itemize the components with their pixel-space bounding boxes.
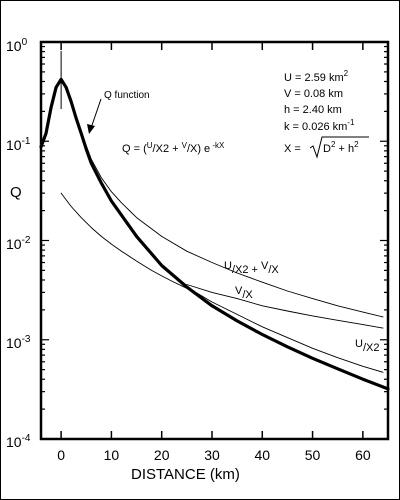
series-line (85, 145, 384, 318)
x-tick-label: 50 (305, 447, 321, 463)
param-v: V = 0.08 km (284, 88, 343, 100)
param-u: U = 2.59 km2 (284, 69, 349, 84)
y-axis-label: Q (10, 184, 22, 201)
x-axis-label: DISTANCE (km) (131, 466, 240, 483)
param-x-lhs: X = (284, 143, 301, 155)
x-tick-label: 30 (204, 447, 220, 463)
x-tick-label: 20 (154, 447, 170, 463)
y-tick-label: 100 (6, 37, 28, 54)
label-sum: U/X2 + V/X (224, 260, 279, 276)
y-tick-label: 10-3 (6, 334, 31, 351)
x-tick-label: 10 (104, 447, 120, 463)
x-tick-label: 0 (57, 447, 65, 463)
series-line (60, 192, 188, 289)
y-tick-label: 10-2 (6, 235, 31, 252)
x-tick-label: 60 (355, 447, 371, 463)
param-x-rhs: D2 + h2 (323, 140, 359, 155)
label-vx: V/X (235, 285, 253, 301)
param-h: h = 2.40 km (284, 104, 342, 116)
sqrt-sign (309, 136, 369, 159)
param-k: k = 0.026 km-1 (284, 118, 355, 133)
y-tick-label: 10-1 (6, 136, 31, 153)
label-ux2: U/X2 (355, 338, 379, 354)
q-function-annotation: Q function (104, 90, 150, 101)
axis-layer: 0 10 20 30 40 50 60 (41, 41, 388, 463)
x-tick-label: 40 (254, 447, 270, 463)
y-tick-label: 10-4 (6, 433, 31, 450)
annotation-arrowhead (87, 124, 95, 134)
formula: Q = (U/X2 + V/X) e -kX (122, 141, 225, 155)
series-line (186, 286, 384, 373)
series-line (186, 284, 384, 329)
plot-frame (39, 40, 390, 441)
